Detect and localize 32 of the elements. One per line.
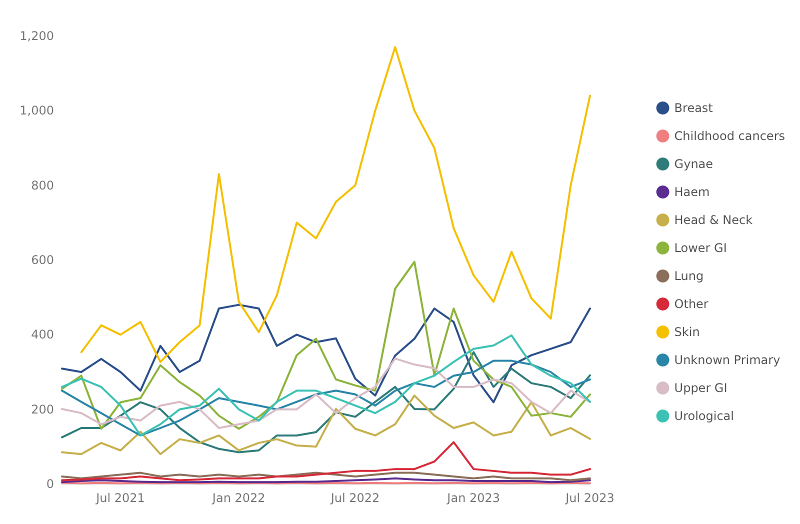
line-series [61,351,591,454]
legend-label: Urological [674,409,734,423]
legend-label: Lung [674,269,704,283]
legend-label: Head & Neck [674,213,753,227]
legend-label: Unknown Primary [674,353,780,367]
x-tick-label: Jul 2021 [95,491,145,505]
x-tick-label: Jul 2023 [564,491,614,505]
line-series [61,334,591,436]
legend-label: Gynae [674,157,714,171]
y-tick-label: 200 [31,402,54,416]
line-series [61,304,591,404]
line-series [61,394,591,456]
y-tick-label: 800 [31,178,54,192]
y-tick-label: 400 [31,328,54,342]
line-series [61,472,591,482]
line-series [61,260,591,430]
legend-label: Childhood cancers [674,129,786,143]
legend-label: Upper GI [674,381,728,395]
x-tick-label: Jul 2022 [330,491,380,505]
line-series [80,46,591,363]
legend-label: Lower GI [674,241,727,255]
legend-label: Breast [674,101,714,115]
x-tick-label: Jan 2023 [446,491,500,505]
y-tick-label: 1,000 [20,104,54,118]
line-series [61,441,591,482]
legend-label: Skin [674,325,700,339]
legend-label: Haem [674,185,710,199]
legend-label: Other [674,297,708,311]
y-tick-label: 1,200 [20,29,54,43]
y-tick-label: 600 [31,253,54,267]
x-tick-label: Jan 2022 [211,491,266,505]
y-tick-label: 0 [46,477,54,491]
